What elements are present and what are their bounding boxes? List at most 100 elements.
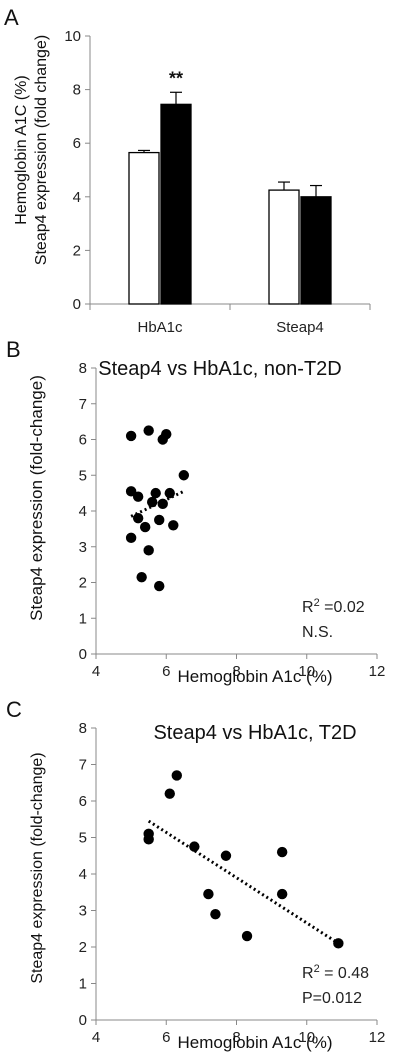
panel-a-y-tick-label: 0 [73, 296, 81, 313]
panel-b-data-point [125, 486, 137, 497]
panel-b-label: B [6, 337, 21, 362]
panel-a-bar [128, 151, 160, 305]
panel-a-x-axis [89, 303, 371, 310]
panel-c-x-title: Hemoglobin A1c (%) [178, 1033, 333, 1052]
panel-b-data-point [143, 545, 154, 556]
panel-c-data-point [210, 908, 221, 920]
panel-b-significance: N.S. [302, 624, 333, 641]
panel-c-x-tick-label: 12 [369, 1029, 386, 1046]
panel-b-axes [91, 367, 378, 659]
panel-c-data-point [241, 930, 253, 942]
panel-b-r2-prefix: R [302, 599, 314, 616]
panel-b-x-title: Hemoglobin A1c (%) [178, 667, 333, 686]
panel-a-x-tick-label: HbA1c [137, 319, 183, 336]
panel-c-r2-prefix: R [302, 965, 314, 982]
panel-b-data-point [125, 430, 137, 442]
panel-c-x-tick-labels: 4 6 8 10 12 [92, 1029, 386, 1046]
panel-b-data-point [168, 520, 179, 531]
panel-b-y-tick-label: 8 [79, 360, 87, 377]
panel-c-y-tick-label: 2 [79, 939, 87, 956]
panel-c-data-point [203, 888, 214, 900]
panel-b-x-tick-label: 8 [232, 663, 240, 680]
panel-b-title: Steap4 vs HbA1c, non-T2D [98, 358, 341, 380]
panel-b-data-point [139, 521, 151, 533]
panel-c-y-tick-label: 8 [79, 720, 87, 737]
panel-b-points [125, 425, 190, 592]
panel-c-y-title: Steap4 expression (fold-change) [29, 752, 46, 983]
panel-c-y-tick-label: 6 [79, 793, 87, 810]
panel-a-y-tick-labels: 0 2 4 6 8 10 [64, 28, 81, 313]
panel-b-x-tick-label: 12 [369, 663, 386, 680]
panel-b-r2: R2 =0.02 [302, 597, 365, 616]
panel-b-data-point [143, 425, 154, 436]
panel-c-x-tick-label: 4 [92, 1029, 100, 1046]
panel-b-r2-sup: 2 [314, 597, 320, 609]
panel-c-x-tick-label: 8 [232, 1029, 240, 1046]
panel-c-data-point [276, 846, 288, 858]
panel-c-trendline [147, 819, 340, 945]
panel-b-y-title: Steap4 expression (fold-change) [27, 375, 46, 621]
panel-b-y-tick-label: 3 [79, 539, 87, 556]
panel-c-trendline-line [147, 819, 340, 945]
panel-a-x-tick-labels: HbA1c Steap4 [137, 319, 323, 336]
panel-a-y-title-1: Hemoglobin A1C (%) [13, 75, 30, 224]
panel-b-data-point [132, 491, 144, 502]
panel-b-x-tick-label: 10 [298, 663, 315, 680]
panel-c-data-point [143, 834, 154, 845]
panel-b-y-tick-label: 1 [79, 610, 87, 627]
panel-c-pvalue: P=0.012 [302, 990, 362, 1007]
panel-b-data-point [136, 571, 147, 583]
panel-c-x-tick-label: 6 [162, 1029, 170, 1046]
panel-c-title: Steap4 vs HbA1c, T2D [153, 722, 356, 744]
panel-b-data-point [132, 512, 144, 524]
panel-a-significance-marker: ** [169, 68, 183, 88]
panel-a-x-tick-label: Steap4 [276, 319, 324, 336]
panel-c-data-point [189, 841, 200, 852]
panel-c-data-point [171, 770, 182, 781]
panel-b-r2-value: =0.02 [320, 599, 365, 616]
panel-b-data-point [154, 514, 165, 526]
panel-a-bar [268, 189, 300, 305]
panel-b-y-tick-label: 5 [79, 467, 87, 484]
panel-b-data-point [157, 498, 168, 510]
panel-a: A 0 2 4 6 8 10 ** HbA1c Steap4 Hemoglobin A1C … [4, 5, 371, 336]
panel-c-r2: R2 = 0.48 [302, 963, 369, 982]
panel-a-y-tick-label: 2 [73, 242, 81, 259]
panel-b-data-point [161, 428, 172, 440]
panel-c-points [143, 770, 344, 949]
panel-a-label: A [4, 5, 19, 30]
panel-b-y-tick-label: 7 [79, 396, 87, 413]
panel-a-bar [300, 196, 332, 305]
panel-a-y-axis [85, 35, 91, 305]
panel-c-y-tick-label: 1 [79, 976, 87, 993]
panel-b-y-tick-label: 6 [79, 432, 87, 449]
panel-a-y-tick-label: 10 [64, 28, 81, 45]
panel-a-y-tick-label: 6 [73, 135, 81, 152]
panel-b-y-tick-label: 4 [79, 503, 87, 520]
panel-b-y-tick-label: 2 [79, 575, 87, 592]
panel-c-data-point [220, 850, 232, 861]
panel-c-y-tick-labels: 0 1 2 3 4 5 6 7 8 [79, 720, 87, 1029]
panel-c-x-tick-label: 10 [298, 1029, 315, 1046]
panel-c-data-point [164, 788, 175, 799]
panel-c-axes [91, 727, 378, 1025]
panel-a-y-tick-label: 8 [73, 82, 81, 99]
panel-b-x-tick-labels: 4 6 8 10 12 [92, 663, 386, 680]
panel-c-y-tick-label: 0 [79, 1012, 87, 1029]
panel-c-data-point [276, 888, 288, 900]
panel-b-x-tick-label: 4 [92, 663, 100, 680]
panel-c-y-tick-label: 3 [79, 903, 87, 920]
panel-c-label: C [6, 697, 22, 722]
panel-b-data-point [125, 532, 137, 544]
panel-c-r2-value: = 0.48 [320, 965, 369, 982]
panel-c-y-tick-label: 4 [79, 866, 87, 883]
panel-b-data-point [150, 487, 161, 499]
panel-b-y-tick-label: 0 [79, 646, 87, 663]
panel-b-data-point [178, 470, 190, 481]
panel-b-y-tick-labels: 0 1 2 3 4 5 6 7 8 [79, 360, 87, 663]
panel-a-y-tick-label: 4 [73, 189, 81, 206]
panel-c-y-tick-label: 5 [79, 830, 87, 847]
panel-a-y-title-2: Steap4 expression (fold change) [33, 35, 50, 265]
